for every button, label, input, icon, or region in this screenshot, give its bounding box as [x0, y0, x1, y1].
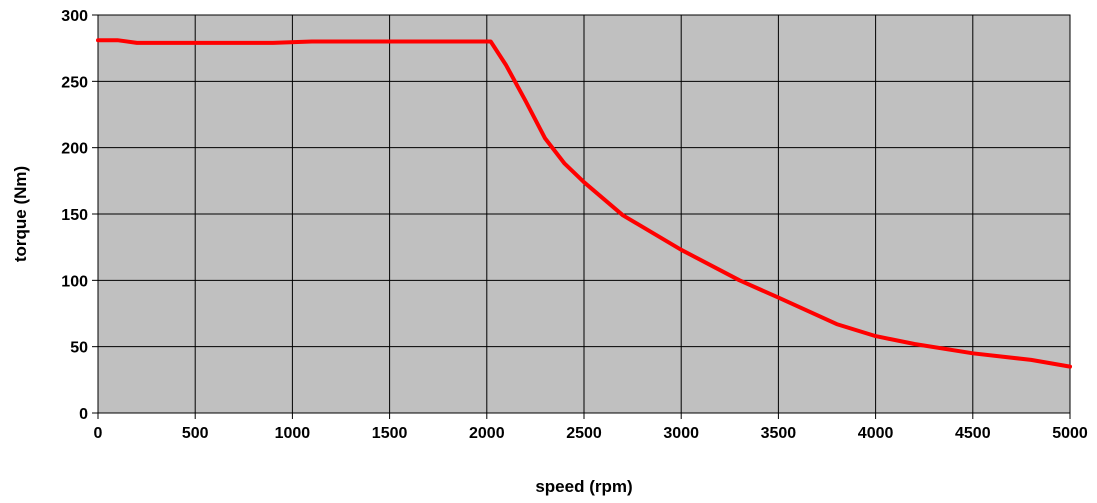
x-tick-label-3: 1500: [372, 425, 408, 442]
y-axis-title: torque (Nm): [11, 166, 30, 262]
y-tick-labels: 0 50 100 150 200 250 300: [61, 8, 88, 423]
x-tick-label-5: 2500: [566, 425, 602, 442]
x-axis-title: speed (rpm): [535, 477, 632, 496]
x-tick-label-9: 4500: [955, 425, 991, 442]
y-tick-label-5: 250: [61, 74, 88, 91]
y-tick-label-0: 0: [79, 406, 88, 423]
series-line-0: [96, 38, 1072, 369]
x-tick-label-1: 500: [182, 425, 209, 442]
y-tick-label-1: 50: [70, 340, 88, 357]
data-series: [96, 38, 1072, 369]
x-tick-label-0: 0: [94, 425, 103, 442]
x-tick-labels: 0 500 1000 1500 2000 2500 3000 3500 4000 4500 5000: [94, 425, 1088, 442]
x-tick-label-6: 3000: [663, 425, 699, 442]
y-tick-label-3: 150: [61, 207, 88, 224]
x-tick-label-4: 2000: [469, 425, 505, 442]
x-tick-label-2: 1000: [275, 425, 311, 442]
y-tick-label-4: 200: [61, 141, 88, 158]
x-tick-label-8: 4000: [858, 425, 894, 442]
y-tick-label-6: 300: [61, 8, 88, 25]
y-tick-label-2: 100: [61, 273, 88, 290]
x-tick-label-10: 5000: [1052, 425, 1088, 442]
x-tick-label-7: 3500: [761, 425, 797, 442]
grid-lines: [92, 14, 1071, 419]
plot-border: [97, 14, 1071, 414]
